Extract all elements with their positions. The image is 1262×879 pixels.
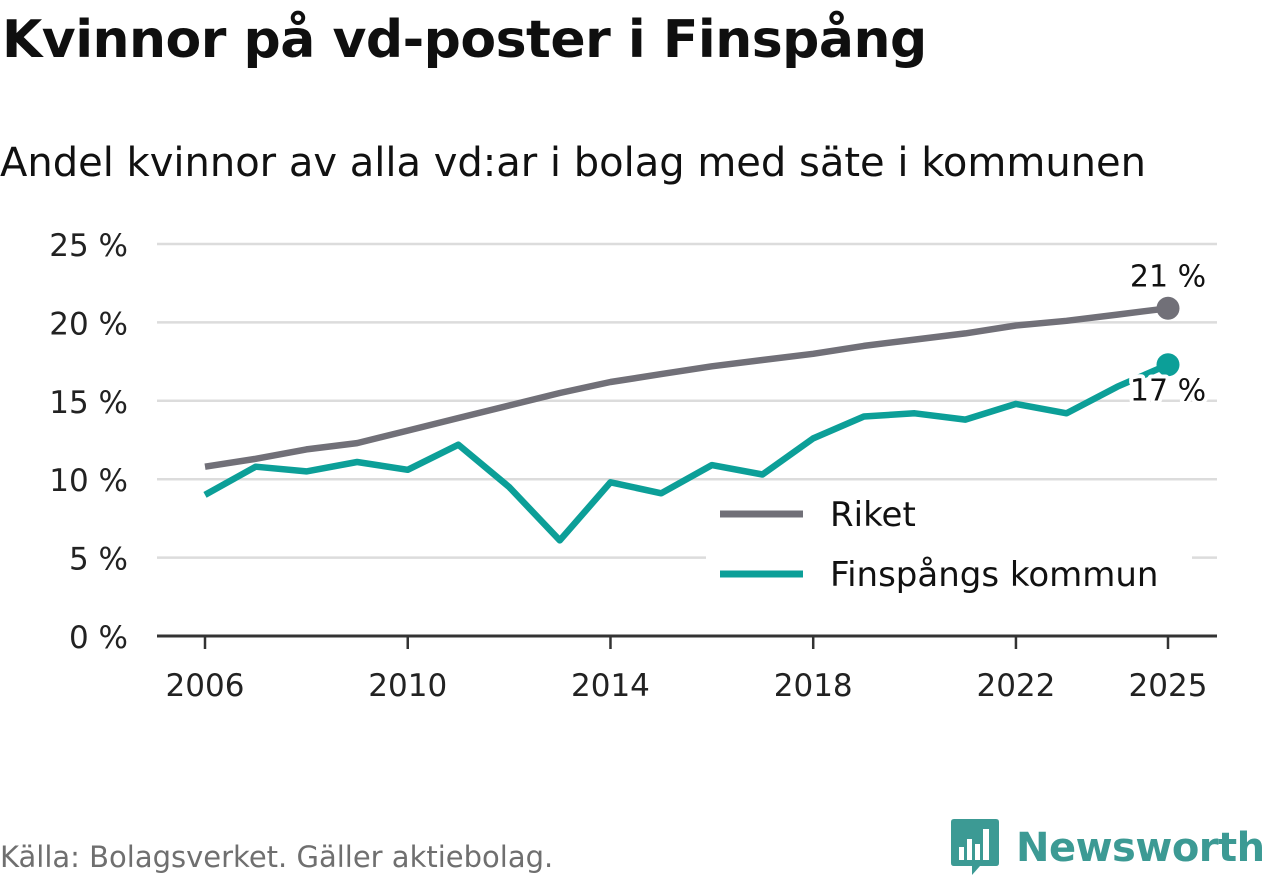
x-tick-label: 2018 [774, 668, 853, 704]
y-tick-label: 25 % [49, 228, 128, 264]
line-chart: 0 %5 %10 %15 %20 %25 % 2006 2010 2014 2018 2… [49, 228, 1217, 704]
series-end-marker [1156, 296, 1180, 320]
end-labels: 21 % 17 % [1126, 259, 1210, 412]
brand-logo: Newsworthy [950, 818, 1262, 878]
y-tick-label: 15 % [49, 385, 128, 421]
chart-subtitle: Andel kvinnor av alla vd:ar i bolag med … [0, 140, 1146, 186]
series-line-riket [204, 305, 1169, 470]
legend-label: Riket [830, 495, 916, 535]
x-axis: 2006 2010 2014 2018 2022 2025 [157, 634, 1217, 704]
series-line-finspang [203, 361, 1170, 544]
brand-name: Newsworthy [1016, 825, 1262, 871]
x-tick-label: 2010 [368, 668, 447, 704]
legend: Riket Finspångs kommun [706, 487, 1192, 605]
source-note: Källa: Bolagsverket. Gäller aktiebolag. [0, 840, 554, 874]
y-tick-label: 20 % [49, 306, 128, 342]
x-tick-label: 2022 [976, 668, 1055, 704]
x-tick-label: 2014 [571, 668, 650, 704]
legend-label: Finspångs kommun [830, 555, 1158, 595]
newsworthy-logo-icon [951, 819, 999, 875]
series-end-marker [1156, 353, 1180, 377]
x-tick-label: 2025 [1129, 668, 1208, 704]
y-tick-label: 5 % [69, 542, 128, 578]
end-label-finspang: 17 % [1130, 374, 1206, 409]
y-tick-label: 0 % [69, 620, 128, 656]
x-tick-label: 2006 [166, 668, 245, 704]
chart-title: Kvinnor på vd-poster i Finspång [2, 10, 927, 70]
y-axis: 0 % 5 % 10 % 15 % 20 % 25 % [49, 228, 128, 656]
series-lines [203, 296, 1180, 544]
y-tick-label: 10 % [49, 463, 128, 499]
end-label-riket: 21 % [1130, 259, 1206, 294]
legend-background [706, 487, 1192, 605]
